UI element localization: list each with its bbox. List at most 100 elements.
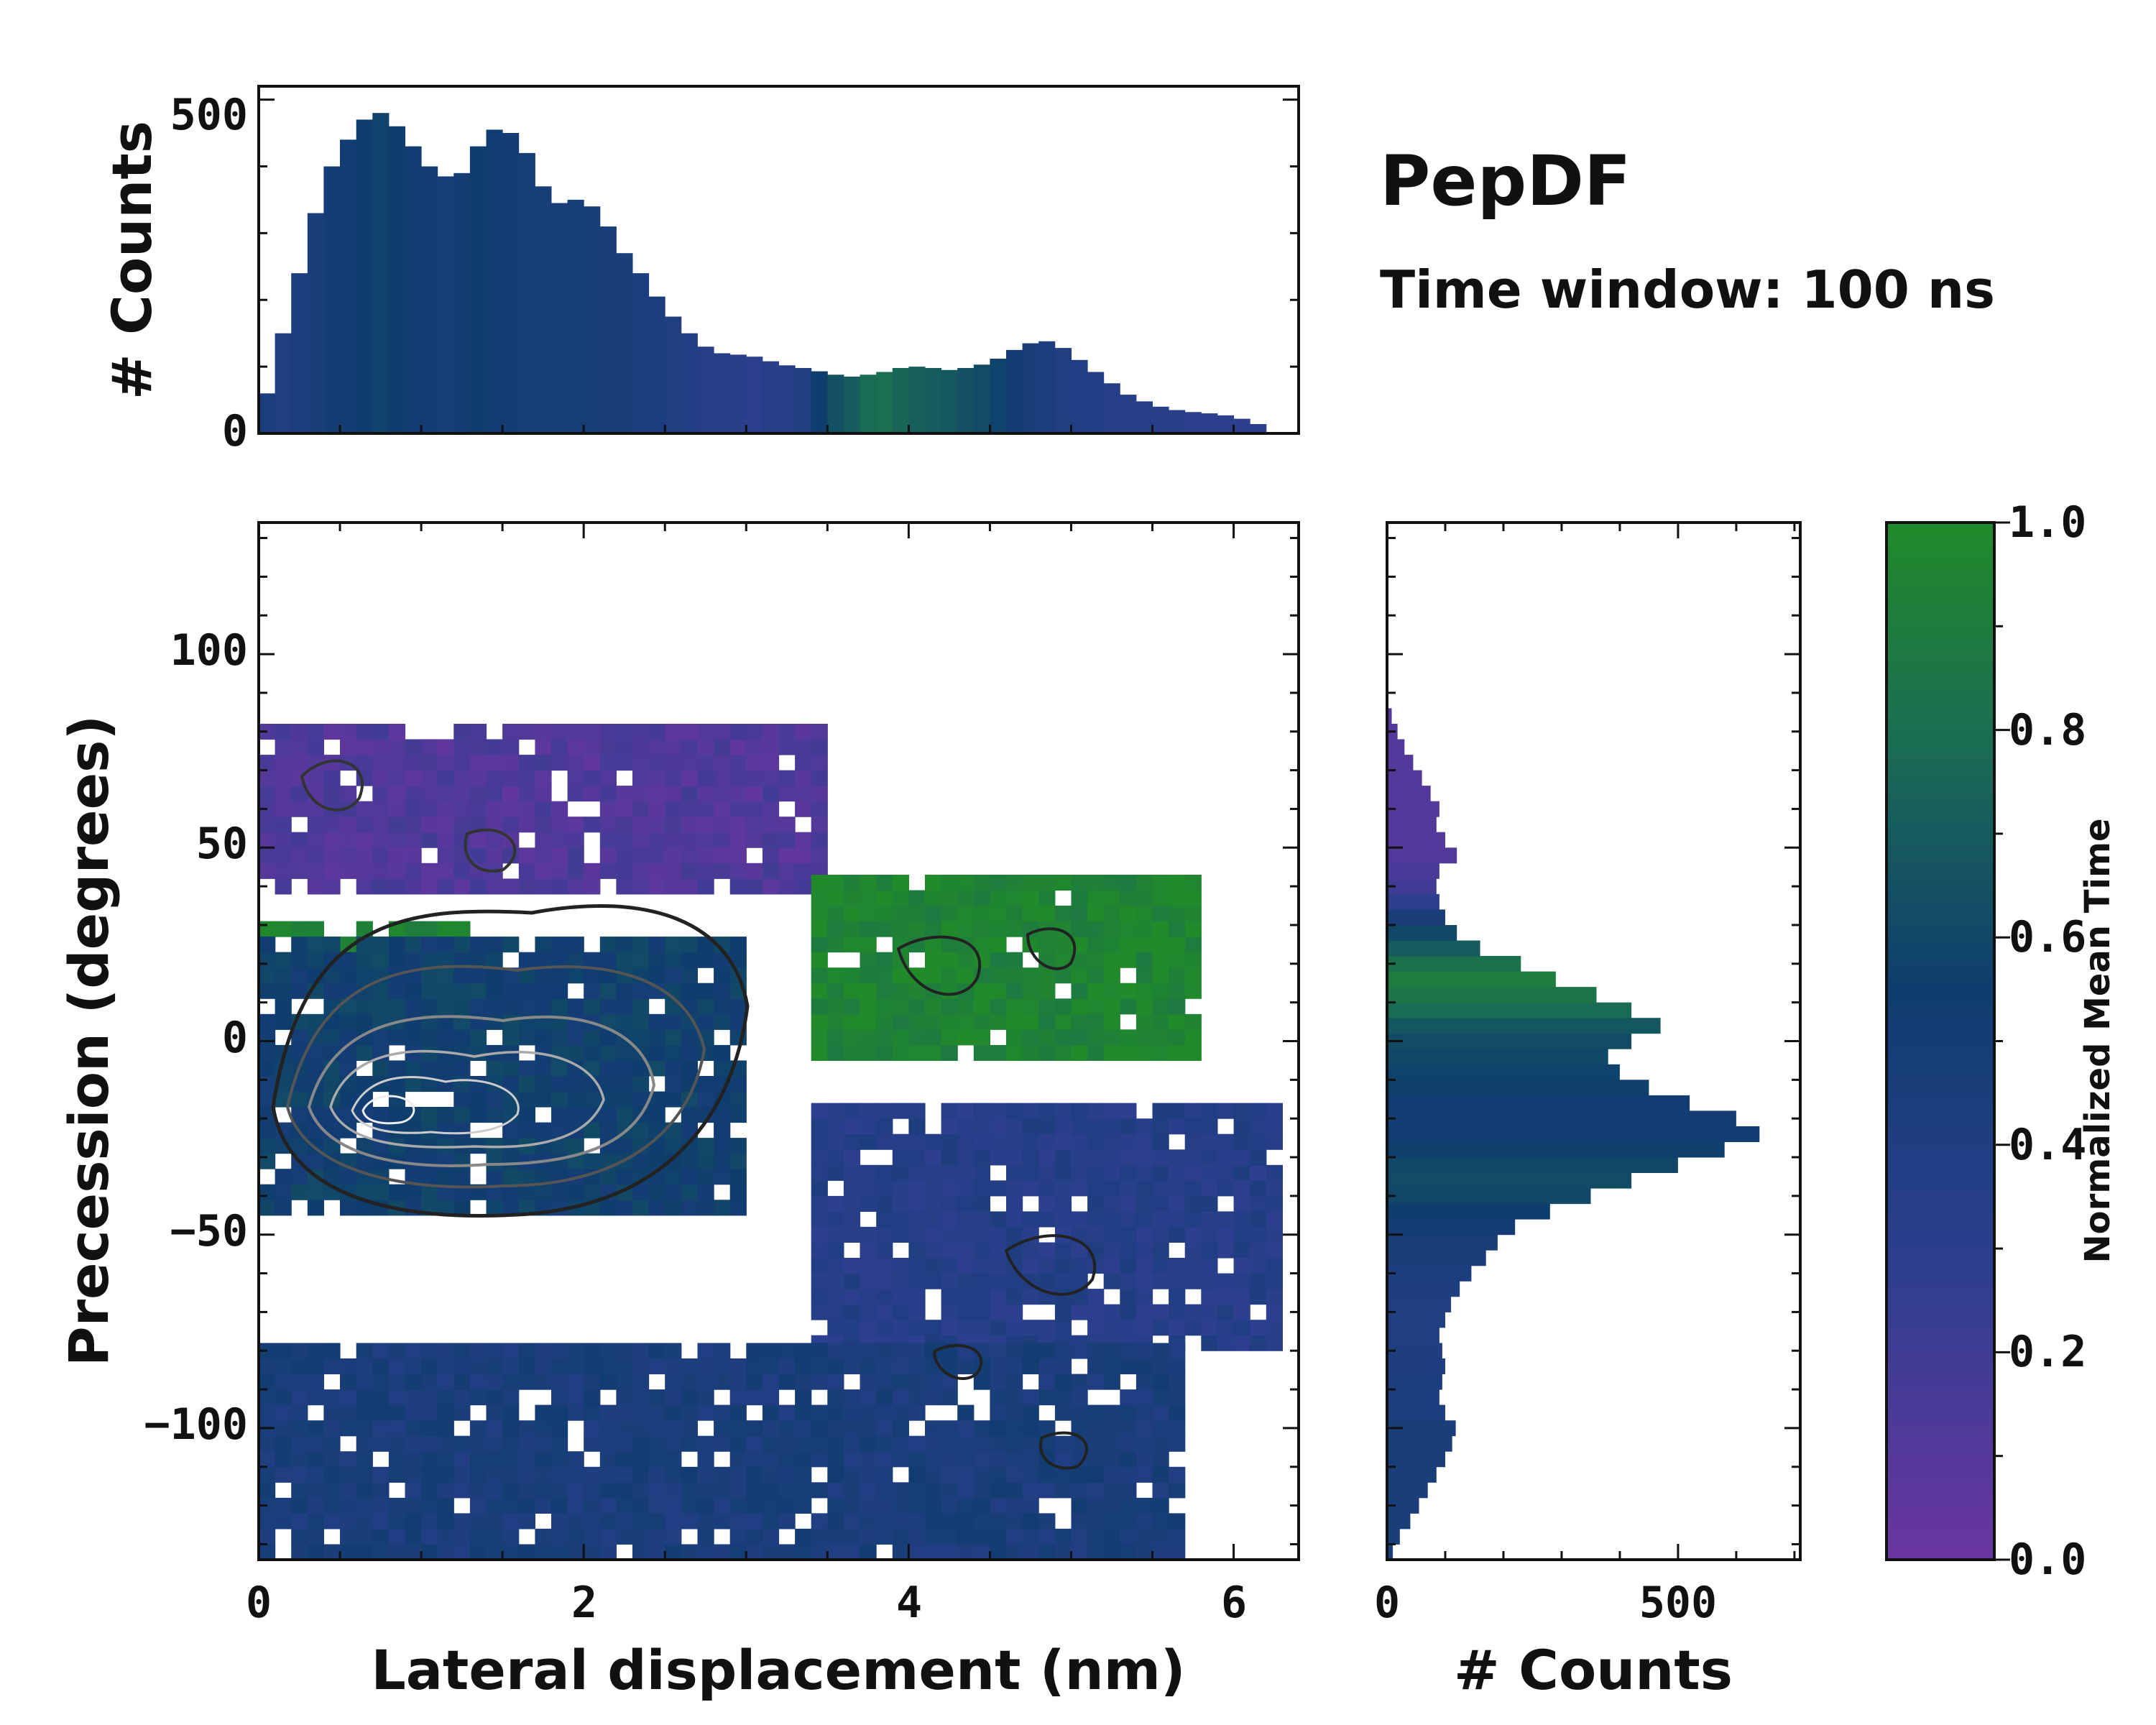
heatmap-cell (518, 1544, 535, 1560)
heatmap-cell (502, 1107, 520, 1123)
heatmap-cell (616, 1374, 633, 1390)
heatmap-cell (1087, 1289, 1105, 1305)
heatmap-cell (1120, 1180, 1137, 1197)
heatmap-cell (990, 1374, 1007, 1390)
heatmap-cell (323, 878, 341, 895)
heatmap-cell (1054, 1118, 1072, 1135)
heatmap-cell (453, 1060, 471, 1077)
heatmap-cell (1087, 1118, 1105, 1135)
heatmap-cell (697, 1389, 714, 1406)
heatmap-cell (291, 1107, 308, 1123)
heatmap-cell (925, 937, 942, 953)
top-bar (405, 146, 422, 433)
heatmap-cell (795, 739, 812, 755)
heatmap-cell (291, 786, 308, 802)
heatmap-cell (697, 1358, 714, 1375)
heatmap-cell (843, 1420, 861, 1437)
heatmap-cell (486, 1200, 503, 1216)
heatmap-cell (356, 801, 373, 817)
heatmap-cell (697, 1091, 714, 1108)
heatmap-cell (469, 755, 487, 771)
top-bar (275, 333, 292, 433)
heatmap-cell (665, 1497, 682, 1514)
heatmap-cell (876, 1320, 893, 1336)
heatmap-cell (307, 1420, 324, 1437)
heatmap-cell (1103, 1466, 1120, 1483)
heatmap-cell (1038, 1149, 1056, 1166)
heatmap-cell (648, 967, 665, 984)
heatmap-cell (941, 967, 958, 984)
top-bar (1184, 412, 1202, 433)
right-xtick-500: 500 (1639, 1578, 1717, 1628)
heatmap-cell (1233, 1164, 1250, 1181)
heatmap-cell (1103, 890, 1120, 906)
heatmap-cell (469, 847, 487, 864)
heatmap-cell (584, 1029, 601, 1046)
heatmap-cell (860, 1118, 877, 1135)
heatmap-cell (1087, 1149, 1105, 1166)
right-bar (1387, 1250, 1486, 1266)
heatmap-cell (1135, 875, 1153, 891)
heatmap-cell (584, 1343, 601, 1359)
heatmap-cell (941, 1133, 958, 1150)
heatmap-cell (1071, 1273, 1088, 1289)
heatmap-cell (892, 1258, 909, 1274)
heatmap-cell (323, 1169, 341, 1185)
heatmap-cell (648, 1544, 665, 1560)
heatmap-cell (762, 816, 780, 833)
heatmap-cell (1054, 1242, 1072, 1259)
heatmap-cell (1250, 1335, 1267, 1351)
heatmap-cell (908, 1404, 926, 1421)
heatmap-cell (307, 1200, 324, 1216)
heatmap-cell (1120, 1226, 1137, 1243)
heatmap-cell (453, 801, 471, 817)
heatmap-cell (795, 878, 812, 895)
heatmap-cell (665, 755, 682, 771)
heatmap-cell (307, 816, 324, 833)
heatmap-cell (291, 1389, 308, 1406)
heatmap-cells (259, 724, 1283, 1560)
top-bar (291, 273, 308, 433)
heatmap-cell (405, 739, 422, 755)
heatmap-cell (356, 724, 373, 740)
heatmap-cell (567, 739, 584, 755)
heatmap-cell (860, 1273, 877, 1289)
heatmap-cell (1135, 1513, 1153, 1530)
heatmap-cell (1217, 1289, 1235, 1305)
heatmap-cell (535, 755, 552, 771)
top-bar (453, 172, 471, 434)
heatmap-cell (762, 786, 780, 802)
heatmap-cell (876, 1420, 893, 1437)
right-bar (1387, 1420, 1456, 1437)
heatmap-cell (1038, 967, 1056, 984)
heatmap-cell (599, 1076, 617, 1092)
heatmap-cell (860, 1304, 877, 1320)
heatmap-cell (990, 1528, 1007, 1545)
heatmap-cell (827, 1103, 844, 1119)
heatmap-cell (584, 1513, 601, 1530)
contour-outer (271, 904, 750, 1218)
heatmap-cell (1087, 1029, 1105, 1046)
heatmap-cell (714, 1060, 731, 1077)
heatmap-cell (551, 801, 568, 817)
heatmap-cell (486, 1404, 503, 1421)
heatmap-cell (1217, 1226, 1235, 1243)
heatmap-cell (372, 952, 390, 968)
heatmap-cell (1120, 1404, 1137, 1421)
heatmap-cell (551, 1374, 568, 1390)
heatmap-cell (388, 1389, 406, 1406)
heatmap-cell (1250, 1195, 1267, 1212)
heatmap-cell (697, 770, 714, 786)
heatmap-cell (1022, 1528, 1039, 1545)
heatmap-cell (259, 1528, 276, 1545)
heatmap-cell (502, 1200, 520, 1216)
heatmap-cell (697, 983, 714, 999)
heatmap-cell (665, 878, 682, 895)
heatmap-cell (762, 1343, 780, 1359)
heatmap-cell (714, 1497, 731, 1514)
heatmap-cell (584, 1435, 601, 1452)
heatmap-cell (795, 1420, 812, 1437)
heatmap-cell (340, 832, 357, 848)
heatmap-cell (860, 890, 877, 906)
heatmap-cell (291, 755, 308, 771)
